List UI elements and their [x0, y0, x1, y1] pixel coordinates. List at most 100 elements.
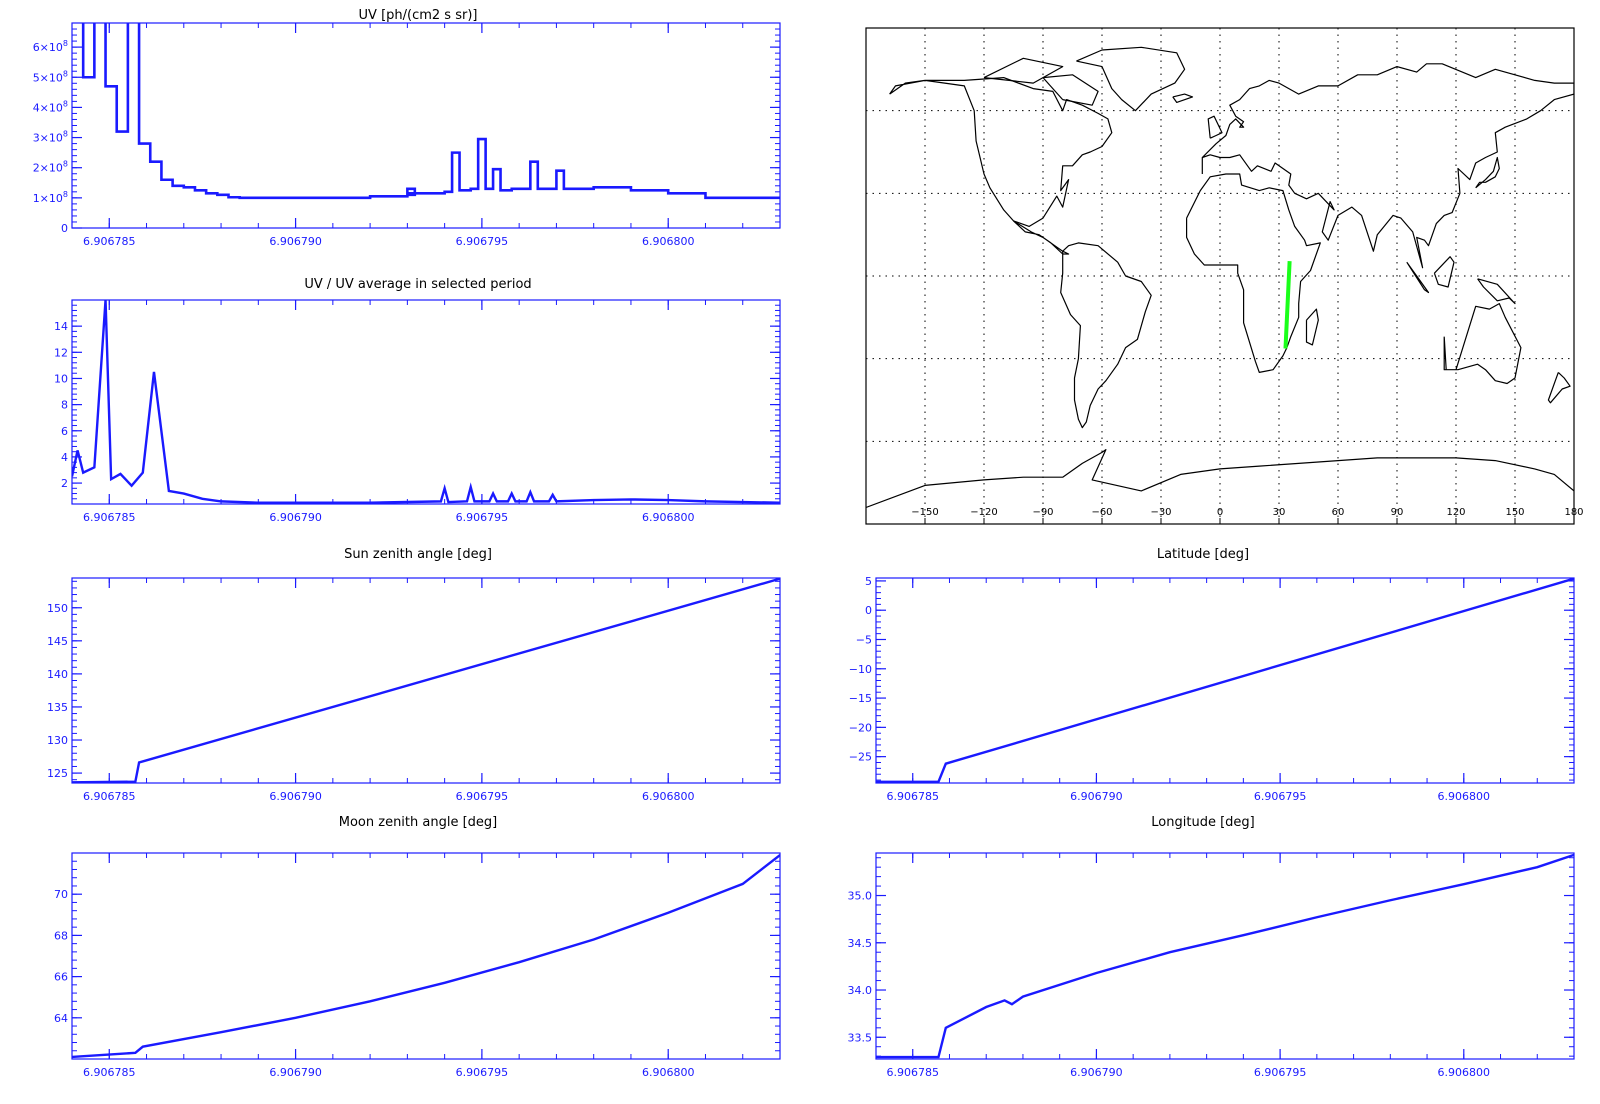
latitude-y-tick-label: −5 [856, 634, 872, 647]
uvratio-y-tick-label: 4 [61, 451, 68, 464]
map-x-tick-label: 60 [1332, 507, 1345, 518]
coastline-central-america [1013, 220, 1070, 255]
coastline-greenland [1076, 46, 1186, 112]
uv-y-tick-label-base: 1×10 [33, 192, 63, 205]
latitude-x-tick-label: 6.906800 [1438, 790, 1491, 803]
longitude-series-line [876, 853, 1574, 1059]
map-x-tick-label: 90 [1391, 507, 1404, 518]
uvratio-x-tick-label: 6.906785 [83, 511, 136, 524]
longitude-x-tick-label: 6.906795 [1254, 1066, 1307, 1079]
coastline-borneo [1433, 256, 1455, 288]
uv-series-line [81, 23, 780, 200]
latitude-series-line [876, 578, 1574, 783]
longitude-plot-frame [875, 852, 1575, 1060]
uv-y-tick-label: 6×108 [33, 39, 68, 54]
coastline-africa [1185, 173, 1321, 373]
uv-y-tick-label: 2×108 [33, 160, 68, 175]
uv-ratio-title: UV / UV average in selected period [304, 277, 531, 292]
coastline-antarctica [866, 449, 1574, 509]
uvratio-y-tick-label: 12 [54, 346, 68, 359]
uv-y-tick-label: 4×108 [33, 99, 68, 114]
latitude-y-tick-label: −15 [849, 692, 872, 705]
map-coastlines [866, 46, 1574, 509]
sunzen-x-tick-label: 6.906790 [269, 790, 322, 803]
latitude-x-tick-label: 6.906790 [1070, 790, 1123, 803]
map-x-tick-label: −30 [1150, 507, 1171, 518]
uv-y-tick-label-base: 5×10 [33, 71, 63, 84]
map-graticule [866, 28, 1574, 524]
moonzen-x-tick-label: 6.906785 [83, 1066, 136, 1079]
uv-x-tick-label: 6.906785 [83, 235, 136, 248]
coastline-iceland [1172, 93, 1194, 104]
coastline-south-america [1060, 242, 1152, 429]
uv-y-tick-label-base: 4×10 [33, 101, 63, 114]
coastline-baffin-island [1042, 74, 1099, 106]
uv-panel: UV [ph/(cm2 s sr)] 6.906785 6.906790 6.906… [33, 8, 781, 248]
latitude-y-tick-label: −20 [849, 721, 872, 734]
coastline-sumatra [1406, 261, 1430, 294]
uv-y-tick-label-base: 3×10 [33, 132, 63, 145]
longitude-panel: Longitude [deg] 6.906785 6.906790 6.906795… [848, 815, 1575, 1079]
map-x-tick-label: −60 [1091, 507, 1112, 518]
map-x-tick-label: 150 [1505, 507, 1524, 518]
uv-y-tick-label-exponent: 8 [63, 99, 68, 108]
uv-y-tick-label-exponent: 8 [63, 130, 68, 139]
map-x-tick-label: 30 [1273, 507, 1286, 518]
longitude-x-tick-label: 6.906790 [1070, 1066, 1123, 1079]
map-x-tick-label: 0 [1217, 507, 1223, 518]
uvratio-x-tick-label: 6.906795 [456, 511, 509, 524]
moonzen-y-tick-label: 70 [54, 888, 68, 901]
uv-axes: 6.906785 6.906790 6.906795 6.90680001×1082×… [33, 22, 781, 248]
uvratio-x-tick-label: 6.906800 [642, 511, 695, 524]
coastline-japan [1475, 156, 1500, 189]
coastline-arctic-islands [983, 57, 1064, 84]
satellite-ground-track [1283, 261, 1292, 349]
latitude-panel: Latitude [deg] 6.906785 6.906790 6.906795 6… [849, 547, 1575, 803]
sunzen-x-tick-label: 6.906800 [642, 790, 695, 803]
world-map-panel: −150 −120 −90 −60 −30 0 30 60 90 120 150 180 [865, 27, 1584, 525]
moon-zenith-title: Moon zenith angle [deg] [339, 815, 497, 830]
coastline-north-america [889, 76, 1113, 227]
longitude-axes: 6.906785 6.906790 6.906795 6.906800 33.5 34.0… [848, 852, 1575, 1079]
sunzen-y-tick-label: 150 [47, 602, 68, 615]
coastline-europe-asia [1201, 63, 1574, 269]
map-longitude-axis: −150 −120 −90 −60 −30 0 30 60 90 120 150 180 [911, 507, 1584, 524]
uvratio-y-tick-label: 10 [54, 372, 68, 385]
uv-plot-frame [71, 22, 781, 229]
sunzen-y-tick-label: 125 [47, 767, 68, 780]
sunzen-x-tick-label: 6.906785 [83, 790, 136, 803]
uvratio-y-tick-label: 14 [54, 320, 68, 333]
map-x-tick-label: −90 [1032, 507, 1053, 518]
latitude-y-tick-label: −10 [849, 663, 872, 676]
latitude-title: Latitude [deg] [1157, 547, 1249, 562]
moonzen-x-tick-label: 6.906795 [456, 1066, 509, 1079]
coastline-great-britain [1207, 115, 1223, 139]
longitude-x-tick-label: 6.906785 [886, 1066, 939, 1079]
uv-x-tick-label: 6.906800 [642, 235, 695, 248]
uv-y-tick-label: 5×108 [33, 69, 68, 84]
uv-y-tick-label-exponent: 8 [63, 39, 68, 48]
uvratio-plot-frame [71, 299, 781, 505]
sunzen-y-tick-label: 130 [47, 734, 68, 747]
moon-zenith-axes: 6.906785 6.906790 6.906795 6.906800 64 66 68 70 [54, 852, 781, 1079]
latitude-axes: 6.906785 6.906790 6.906795 6.906800 −25 −20 −1… [849, 575, 1575, 803]
sunzen-y-tick-label: 140 [47, 668, 68, 681]
longitude-y-tick-label: 34.5 [848, 937, 873, 950]
moonzen-y-tick-label: 68 [54, 929, 68, 942]
map-x-tick-label: −150 [911, 507, 938, 518]
uv-ratio-axes: 6.906785 6.906790 6.906795 6.906800 2 4 6 8 10 12… [54, 299, 781, 524]
uv-x-tick-label: 6.906790 [269, 235, 322, 248]
uv-title: UV [ph/(cm2 s sr)] [359, 8, 478, 23]
moonzen-x-tick-label: 6.906800 [642, 1066, 695, 1079]
moonzen-y-tick-label: 66 [54, 971, 68, 984]
longitude-y-tick-label: 33.5 [848, 1031, 873, 1044]
uv-y-tick-label-exponent: 8 [63, 69, 68, 78]
sunzen-x-tick-label: 6.906795 [456, 790, 509, 803]
longitude-y-tick-label: 34.0 [848, 984, 873, 997]
uv-y-tick-label: 1×108 [33, 190, 68, 205]
coastline-new-zealand [1547, 371, 1571, 404]
latitude-y-tick-label: −25 [849, 751, 872, 764]
latitude-y-tick-label: 0 [865, 604, 872, 617]
